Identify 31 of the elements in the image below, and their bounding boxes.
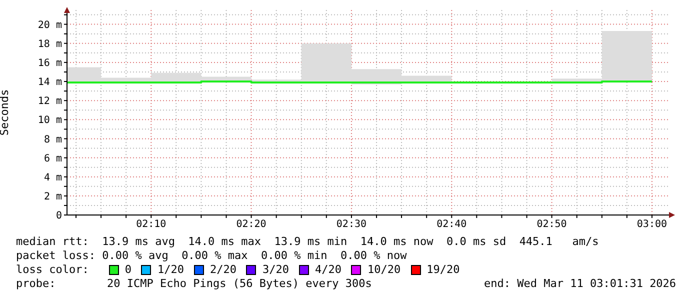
y-tick-label: 6 m: [44, 153, 62, 164]
text: packet loss: 0.00 % avg 0.00 % max 0.00 % min 0.00 % now: [16, 249, 407, 262]
text: 4/20: [314, 263, 342, 276]
text: median rtt: 13.9 ms avg 14.0 ms max 13.9 ms min 14.0 ms now 0.0 ms sd 445.1 am/s: [16, 235, 599, 248]
text: 3/20: [262, 263, 289, 276]
text: 0: [124, 263, 132, 276]
x-tick-label: 02:50: [536, 219, 567, 230]
y-tick-label: 8 m: [44, 134, 62, 146]
y-tick-label: 16 m: [38, 58, 62, 69]
y-tick-label: 0: [56, 210, 62, 222]
y-tick-label: 18 m: [38, 38, 62, 50]
text: 19/20: [426, 263, 460, 276]
x-tick-label: 02:30: [336, 219, 367, 230]
text: 20 ICMP Echo Pings (56 Bytes) every 300s: [107, 277, 372, 290]
y-tick-label: 14 m: [38, 77, 62, 88]
text: 1/20: [157, 263, 184, 276]
x-tick-label: 02:10: [136, 219, 166, 230]
x-tick-label: 02:20: [236, 219, 266, 230]
text: 2/20: [210, 263, 236, 276]
x-tick-label: 03:00: [636, 219, 668, 230]
y-tick-label: 4 m: [44, 172, 62, 184]
text: probe:: [16, 277, 56, 290]
x-tick-label: 02:40: [436, 219, 467, 230]
text: loss color:: [16, 263, 89, 276]
y-tick-label: 12 m: [38, 96, 62, 108]
text: 10/20: [367, 263, 401, 276]
y-tick-label: 10 m: [38, 115, 62, 126]
y-axis-title: Seconds: [0, 89, 11, 136]
y-tick-label: 20 m: [38, 20, 62, 31]
y-tick-label: 2 m: [44, 191, 62, 202]
text: end: Wed Mar 11 03:01:31 2026: [484, 277, 676, 290]
